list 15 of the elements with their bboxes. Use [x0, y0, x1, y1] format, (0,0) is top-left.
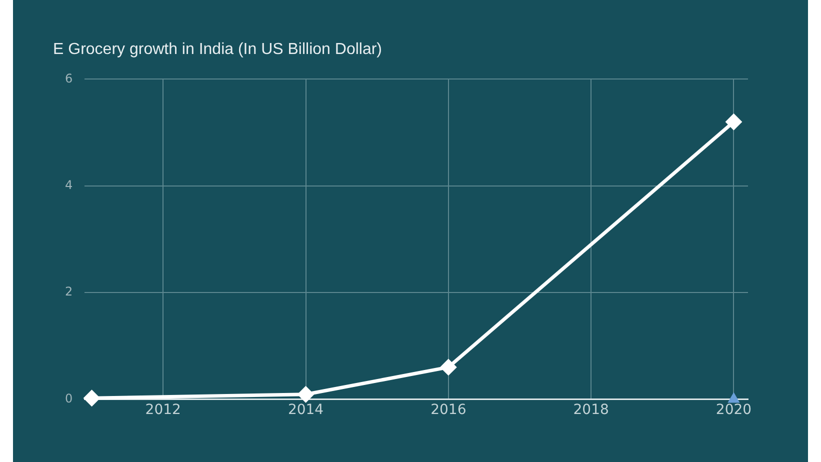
- chart-title: E Grocery growth in India (In US Billion Dollar): [53, 41, 382, 58]
- y-tick-label: 0: [64, 391, 73, 406]
- y-tick-label: 6: [64, 71, 73, 86]
- y-tick-label: 4: [64, 178, 73, 192]
- point: [298, 386, 314, 402]
- point: [728, 392, 740, 403]
- point: [84, 390, 100, 406]
- point: [440, 359, 456, 375]
- x-tick-label: 2014: [288, 402, 324, 418]
- x-tick-label: 2012: [145, 402, 181, 418]
- point: [726, 114, 742, 130]
- x-tick-label: 2016: [430, 402, 466, 418]
- x-tick-label: 2018: [573, 402, 609, 418]
- x-tick-label: 2020: [716, 402, 752, 418]
- y-tick-label: 2: [64, 284, 73, 299]
